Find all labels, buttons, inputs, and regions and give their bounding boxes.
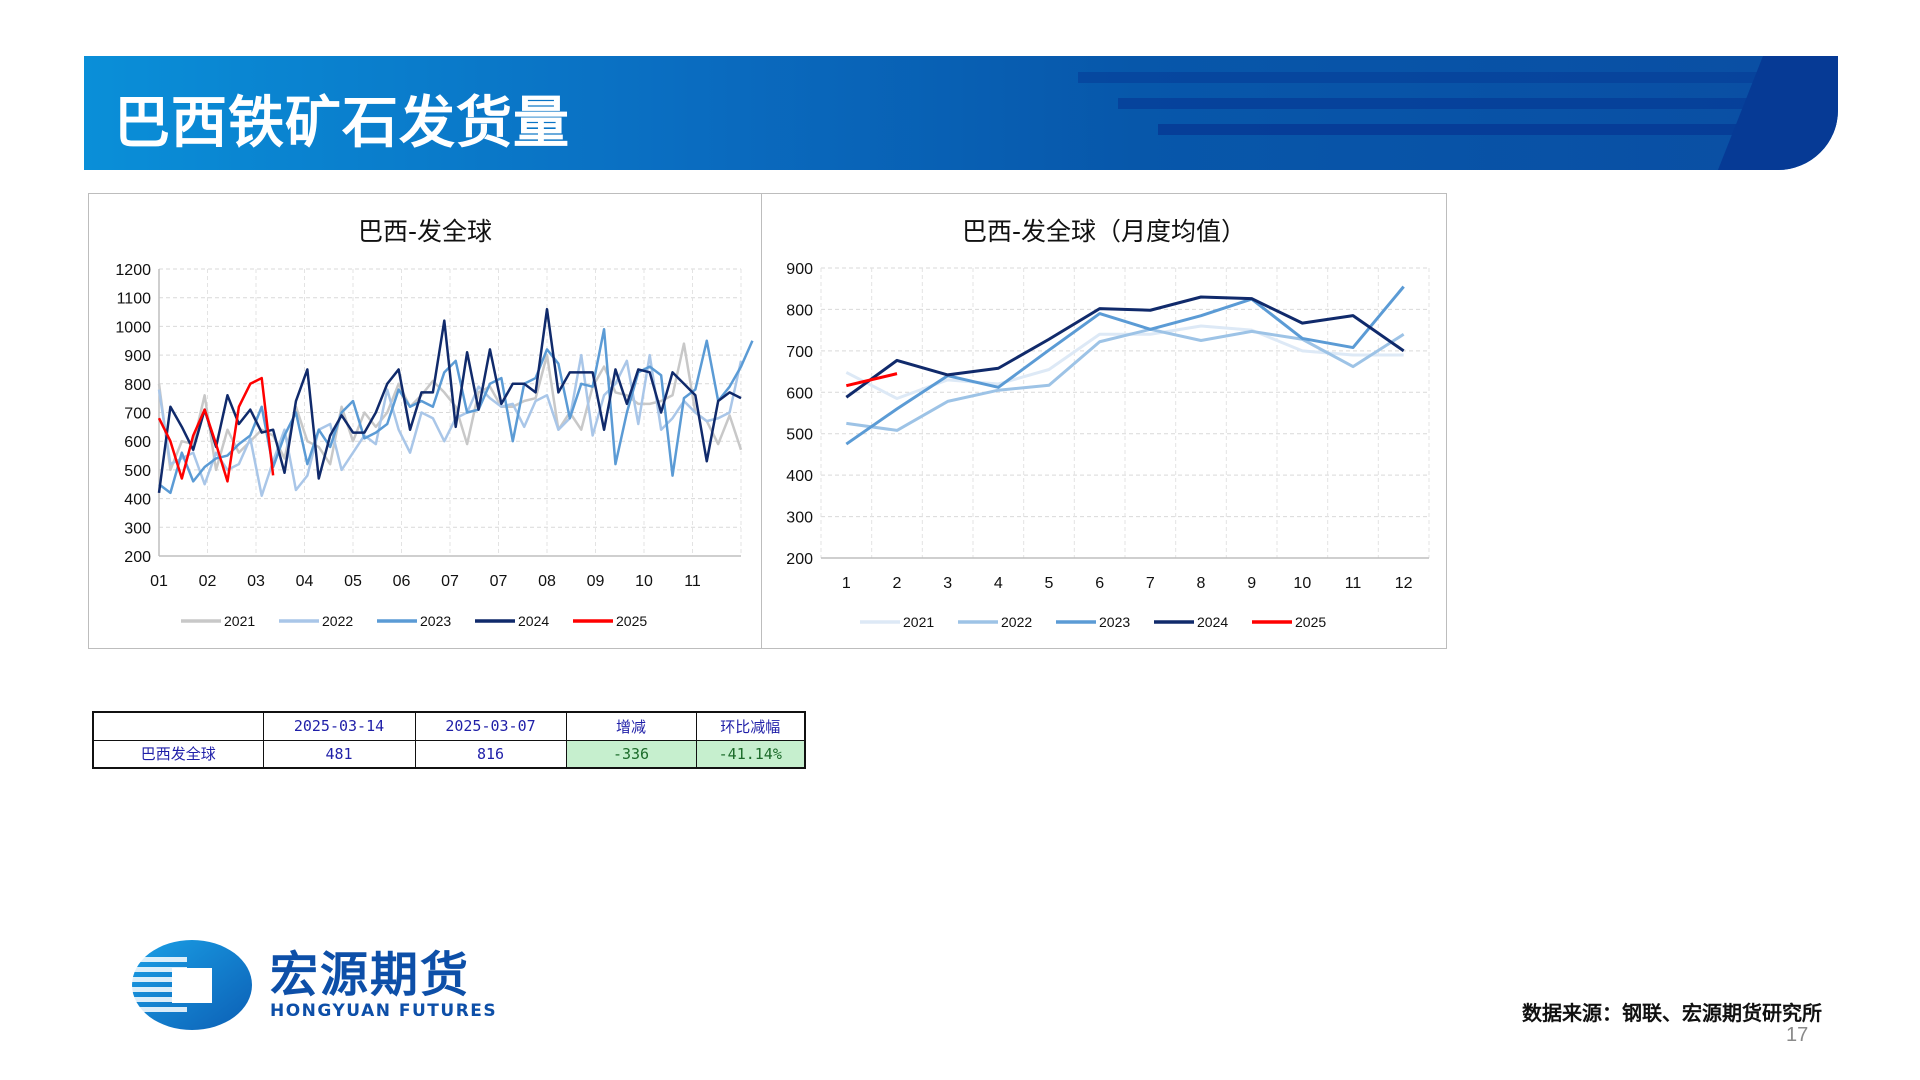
svg-text:200: 200: [786, 551, 813, 568]
svg-text:04: 04: [296, 573, 314, 590]
chart-weekly-shipments: 巴西-发全球 200 300 400 500 600 700 800 900 1000 1100 1…: [88, 193, 762, 649]
svg-text:5: 5: [1045, 575, 1054, 592]
svg-text:3: 3: [943, 575, 952, 592]
header-stripe: [1158, 124, 1838, 135]
svg-text:2021: 2021: [224, 613, 255, 629]
page-title: 巴西铁矿石发货量: [114, 91, 570, 156]
current-value: 481: [262, 739, 416, 769]
svg-text:600: 600: [786, 385, 813, 402]
svg-text:2023: 2023: [420, 613, 451, 629]
svg-text:01: 01: [150, 573, 168, 590]
svg-text:900: 900: [124, 348, 151, 365]
svg-text:10: 10: [635, 573, 653, 590]
table-row: 巴西发全球 481 816 -336 -41.14%: [92, 739, 806, 769]
logo-mark-icon: [132, 940, 252, 1030]
svg-text:800: 800: [786, 302, 813, 319]
svg-text:06: 06: [393, 573, 411, 590]
svg-text:07: 07: [441, 573, 459, 590]
table-header-row: 2025-03-14 2025-03-07 增减 环比减幅: [92, 711, 806, 741]
svg-text:4: 4: [994, 575, 1003, 592]
svg-text:700: 700: [124, 406, 151, 423]
row-label: 巴西发全球: [92, 739, 264, 769]
svg-text:8: 8: [1197, 575, 1206, 592]
svg-text:9: 9: [1247, 575, 1256, 592]
table-header-cell: [92, 711, 264, 741]
company-logo: 宏源期货 HONGYUAN FUTURES: [130, 935, 550, 1035]
chart-monthly-average: 巴西-发全球（月度均值） 200 300 400 500 600 700 800 900 1 2 3…: [761, 193, 1447, 649]
svg-text:1100: 1100: [117, 291, 152, 308]
svg-text:2022: 2022: [1001, 614, 1032, 630]
svg-text:400: 400: [124, 492, 151, 509]
svg-text:2025: 2025: [1295, 614, 1326, 630]
svg-text:03: 03: [247, 573, 265, 590]
svg-text:2024: 2024: [518, 613, 549, 629]
svg-text:2023: 2023: [1099, 614, 1130, 630]
header-stripe: [1118, 98, 1838, 109]
svg-text:2022: 2022: [322, 613, 353, 629]
chart-title: 巴西-发全球: [357, 217, 493, 246]
header-banner: 巴西铁矿石发货量: [84, 56, 1838, 170]
svg-text:12: 12: [1395, 575, 1413, 592]
svg-text:11: 11: [684, 573, 701, 590]
page-number: 17: [1786, 1024, 1809, 1046]
svg-text:2024: 2024: [1197, 614, 1228, 630]
svg-text:200: 200: [124, 549, 151, 566]
svg-text:600: 600: [124, 434, 151, 451]
svg-text:07: 07: [490, 573, 508, 590]
svg-text:1200: 1200: [115, 262, 151, 279]
svg-text:7: 7: [1146, 575, 1155, 592]
change-value: -336: [565, 739, 697, 769]
svg-text:800: 800: [124, 377, 151, 394]
data-source-note: 数据来源：钢联、宏源期货研究所: [1522, 1001, 1822, 1025]
svg-text:300: 300: [786, 510, 813, 527]
svg-text:09: 09: [587, 573, 605, 590]
table-header-cell: 2025-03-14: [262, 711, 416, 741]
svg-text:02: 02: [199, 573, 217, 590]
svg-text:300: 300: [124, 520, 151, 537]
svg-text:400: 400: [786, 468, 813, 485]
svg-text:6: 6: [1095, 575, 1104, 592]
line-chart-weekly: 200 300 400 500 600 700 800 900 1000 1100 1200 01 02…: [115, 262, 754, 629]
svg-text:1000: 1000: [115, 319, 151, 336]
svg-text:05: 05: [344, 573, 362, 590]
logo-text-en: HONGYUAN FUTURES: [270, 1001, 498, 1021]
svg-text:500: 500: [786, 427, 813, 444]
svg-text:700: 700: [786, 344, 813, 361]
change-percent: -41.14%: [695, 739, 806, 769]
table-header-cell: 2025-03-07: [414, 711, 567, 741]
svg-text:2: 2: [893, 575, 902, 592]
table-header-cell: 环比减幅: [695, 711, 806, 741]
svg-text:2025: 2025: [616, 613, 647, 629]
header-stripe: [1078, 72, 1838, 83]
logo-text-cn: 宏源期货: [270, 947, 471, 1003]
svg-text:500: 500: [124, 463, 151, 480]
svg-text:10: 10: [1293, 575, 1311, 592]
svg-text:2021: 2021: [903, 614, 934, 630]
chart-title: 巴西-发全球（月度均值）: [961, 217, 1247, 246]
svg-text:11: 11: [1345, 575, 1362, 592]
svg-text:900: 900: [786, 261, 813, 278]
svg-text:1: 1: [842, 575, 851, 592]
previous-value: 816: [414, 739, 567, 769]
svg-text:08: 08: [538, 573, 556, 590]
table-header-cell: 增减: [565, 711, 697, 741]
shipment-comparison-table: 2025-03-14 2025-03-07 增减 环比减幅 巴西发全球 481 …: [92, 711, 806, 769]
